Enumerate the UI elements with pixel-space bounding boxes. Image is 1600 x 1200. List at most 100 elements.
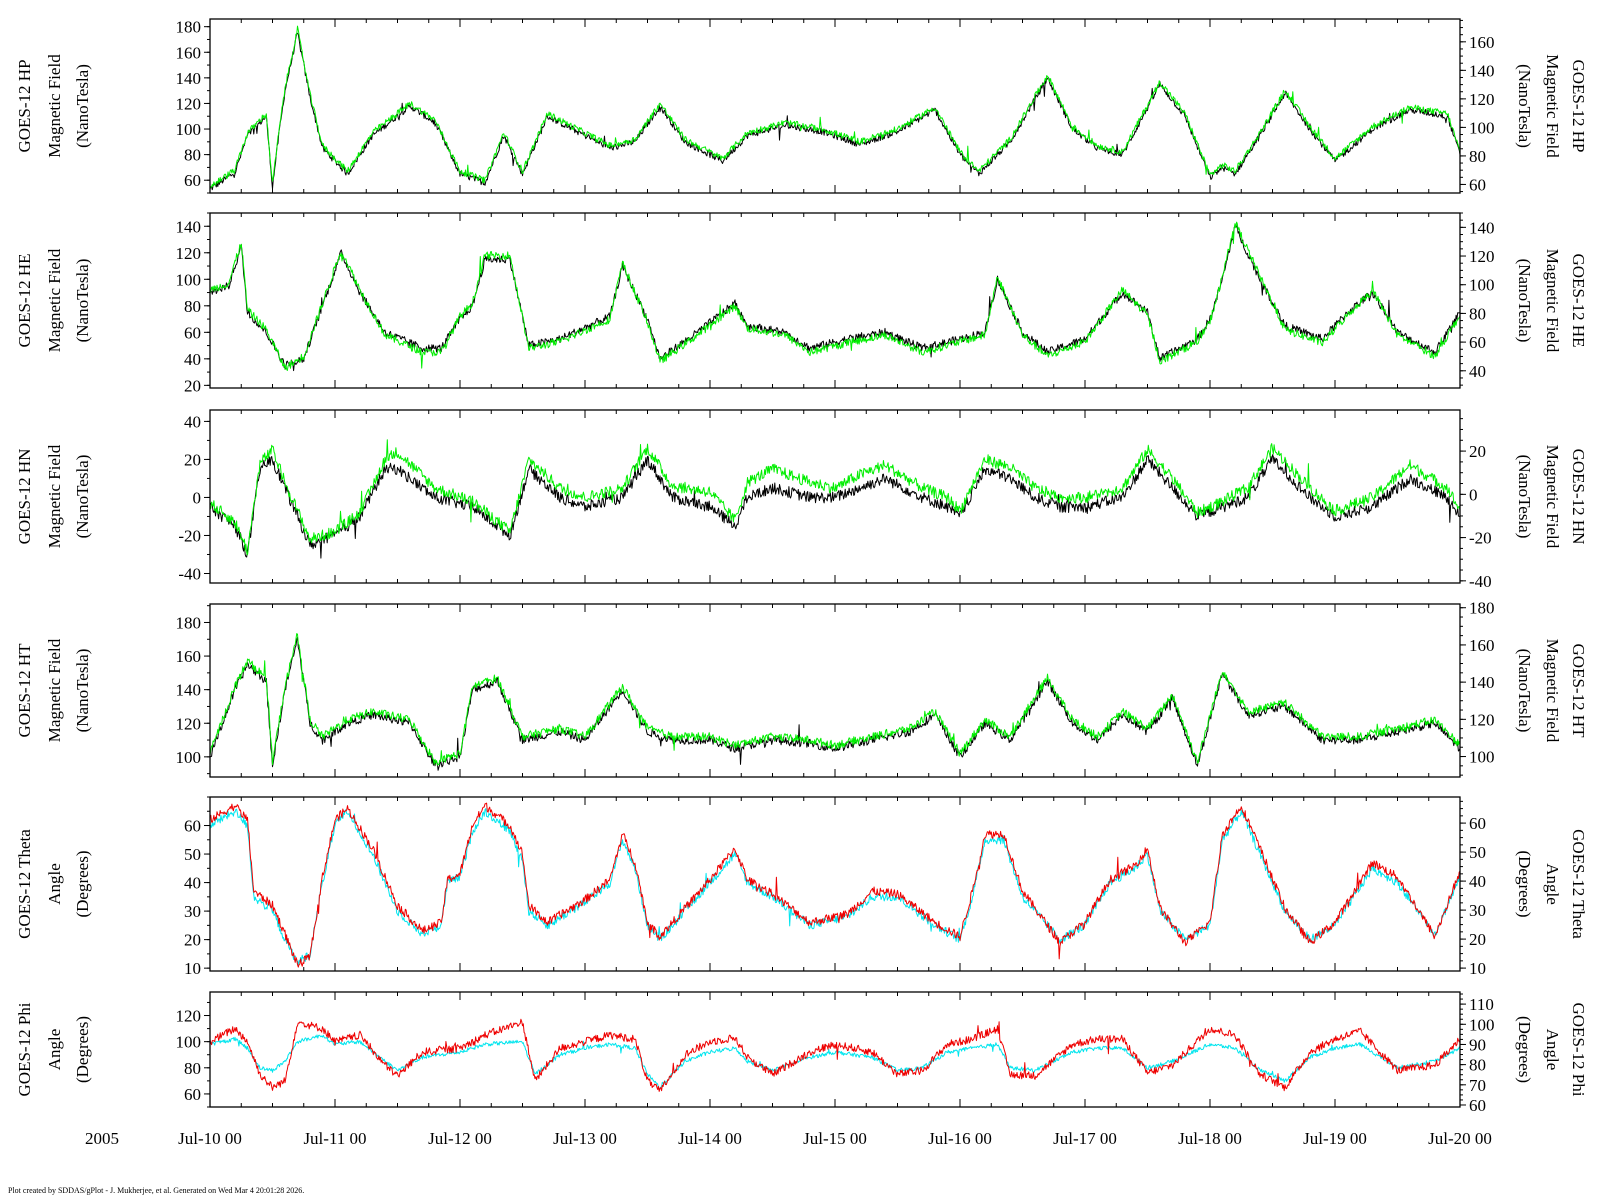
y-right-tick-label: 100 [1469, 276, 1495, 295]
panel-4-left-ylabel: GOES-12 HT [15, 643, 34, 738]
y-left-tick-label: 120 [176, 94, 202, 113]
y-left-tick-label: 20 [184, 931, 201, 950]
y-left-tick-label: 80 [184, 146, 201, 165]
year-label: 2005 [85, 1129, 119, 1148]
panel-6-right-ylabel: Angle [1543, 1029, 1562, 1071]
y-right-tick-label: 0 [1469, 485, 1478, 504]
y-left-tick-label: 20 [184, 450, 201, 469]
y-left-tick-label: 100 [176, 1033, 202, 1052]
panel-1: 60 80 100 120 140 160 180 60 80 100 120 140 160 GOES-… [15, 18, 1588, 195]
y-right-tick-label: 40 [1469, 872, 1486, 891]
panel-5-right-ylabel: GOES-12 Theta [1569, 829, 1588, 939]
panel-3-left-ylabel: Magnetic Field [45, 444, 64, 548]
panel-2-left-ylabel: Magnetic Field [45, 248, 64, 352]
y-right-tick-label: 180 [1469, 599, 1495, 618]
y-right-tick-label: 140 [1469, 61, 1495, 80]
y-left-tick-label: 140 [176, 69, 202, 88]
x-tick-label: Jul-17 00 [1053, 1129, 1117, 1148]
plot-credit-footer: Plot created by SDDAS/gPlot - J. Mukherj… [8, 1186, 305, 1195]
y-right-tick-label: 100 [1469, 118, 1495, 137]
x-tick-label: Jul-16 00 [928, 1129, 992, 1148]
y-left-tick-label: -40 [178, 564, 201, 583]
y-right-tick-label: -40 [1469, 572, 1492, 591]
panel-5-right-ylabel: (Degrees) [1515, 850, 1534, 917]
y-left-tick-label: 160 [176, 43, 202, 62]
x-tick-label: Jul-15 00 [803, 1129, 867, 1148]
panel-5-left-ylabel: GOES-12 Theta [15, 829, 34, 939]
panel-1-series-2 [210, 25, 1460, 189]
panel-1-right-ylabel: Magnetic Field [1543, 54, 1562, 158]
panel-3-right-ylabel: Magnetic Field [1543, 445, 1562, 549]
panel-6-left-ylabel: Angle [45, 1029, 64, 1071]
panel-2: 20 40 60 80 100 120 140 40 60 80 100 120 140 GOES-12 … [15, 212, 1588, 395]
y-right-tick-label: 30 [1469, 901, 1486, 920]
panel-6-series-2 [210, 1018, 1460, 1092]
panel-2-series-2 [210, 221, 1460, 371]
panel-1-right-ylabel: (NanoTesla) [1515, 64, 1534, 148]
y-left-tick-label: 40 [184, 874, 201, 893]
panel-4: 100 120 140 160 180 100 120 140 160 180 GOES-12 HT… [15, 599, 1588, 778]
panel-4-left-ylabel: Magnetic Field [45, 638, 64, 742]
y-right-tick-label: 100 [1469, 1015, 1495, 1034]
x-tick-label: Jul-11 00 [303, 1129, 366, 1148]
y-left-tick-label: 180 [176, 18, 202, 37]
y-left-tick-label: 60 [184, 171, 201, 190]
panel-2-left-ylabel: GOES-12 HE [15, 254, 34, 348]
y-left-tick-label: 160 [176, 647, 202, 666]
y-right-tick-label: 100 [1469, 748, 1495, 767]
y-left-tick-label: 120 [176, 1007, 202, 1026]
y-right-tick-label: 20 [1469, 442, 1486, 461]
y-right-tick-label: 110 [1469, 995, 1494, 1014]
y-right-tick-label: 160 [1469, 33, 1495, 52]
panel-3-left-ylabel: (NanoTesla) [73, 455, 92, 539]
y-left-tick-label: 30 [184, 902, 201, 921]
panel-3-series-2 [210, 439, 1460, 556]
panel-3-frame [209, 409, 1461, 584]
panel-6-left-ylabel: GOES-12 Phi [15, 1002, 34, 1096]
y-right-tick-label: 10 [1469, 959, 1486, 978]
y-right-tick-label: 120 [1469, 247, 1495, 266]
y-right-tick-label: 80 [1469, 304, 1486, 323]
panel-4-series-2 [210, 633, 1460, 766]
panel-4-left-ylabel: (NanoTesla) [73, 649, 92, 733]
x-tick-label: Jul-19 00 [1303, 1129, 1367, 1148]
y-right-tick-label: 60 [1469, 814, 1486, 833]
panel-4-right-ylabel: (NanoTesla) [1515, 649, 1534, 733]
panel-5-series-1 [210, 808, 1460, 966]
y-right-tick-label: -20 [1469, 529, 1492, 548]
panel-3-left-ylabel: GOES-12 HN [15, 449, 34, 545]
y-left-tick-label: 60 [184, 817, 201, 836]
y-left-tick-label: 40 [184, 412, 201, 431]
y-right-tick-label: 80 [1469, 1056, 1486, 1075]
y-left-tick-label: 80 [184, 297, 201, 316]
panel-2-right-ylabel: Magnetic Field [1543, 249, 1562, 353]
panel-1-left-ylabel: GOES-12 HP [15, 59, 34, 152]
y-left-tick-label: 120 [176, 244, 202, 263]
y-left-tick-label: 80 [184, 1059, 201, 1078]
panel-4-series-1 [210, 637, 1460, 771]
x-tick-label: Jul-10 00 [178, 1129, 242, 1148]
y-right-tick-label: 60 [1469, 1096, 1486, 1115]
x-tick-label: Jul-12 00 [428, 1129, 492, 1148]
y-left-tick-label: -20 [178, 526, 201, 545]
y-right-tick-label: 70 [1469, 1076, 1486, 1095]
y-left-tick-label: 10 [184, 959, 201, 978]
y-left-tick-label: 20 [184, 376, 201, 395]
y-left-tick-label: 50 [184, 845, 201, 864]
x-tick-label: Jul-13 00 [553, 1129, 617, 1148]
y-right-tick-label: 20 [1469, 930, 1486, 949]
panel-6-frame [209, 991, 1461, 1108]
y-left-tick-label: 100 [176, 120, 202, 139]
y-left-tick-label: 100 [176, 748, 202, 767]
y-right-tick-label: 140 [1469, 218, 1495, 237]
y-right-tick-label: 120 [1469, 710, 1495, 729]
y-right-tick-label: 120 [1469, 90, 1495, 109]
x-tick-label: Jul-20 00 [1428, 1129, 1492, 1148]
panel-5-right-ylabel: Angle [1543, 863, 1562, 905]
panel-4-right-ylabel: GOES-12 HT [1569, 644, 1588, 739]
panel-5-left-ylabel: Angle [45, 863, 64, 905]
panel-5-left-ylabel: (Degrees) [73, 850, 92, 917]
panel-3-series-1 [210, 454, 1460, 559]
